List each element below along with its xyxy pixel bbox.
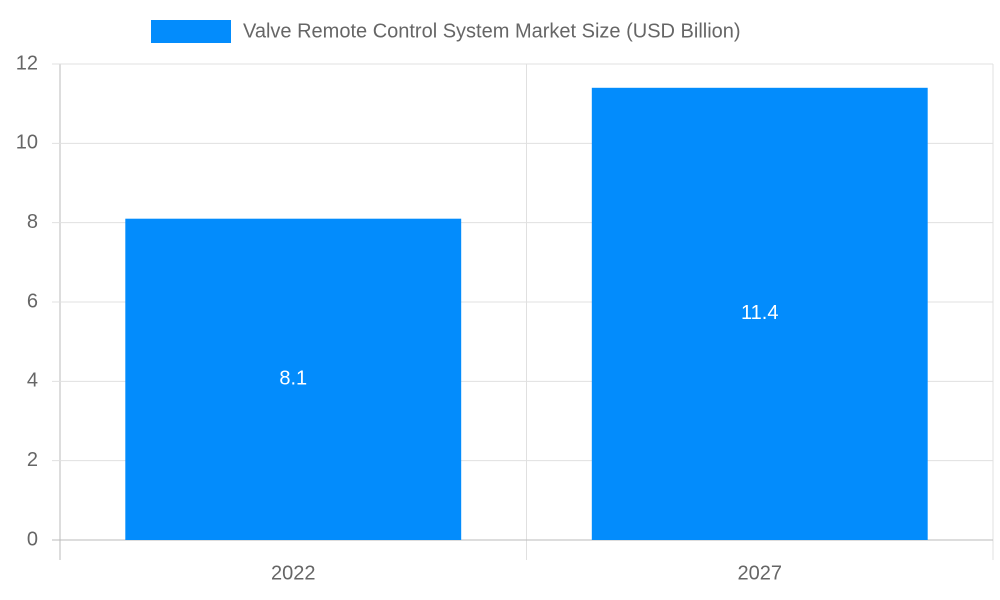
y-tick-label: 4	[27, 370, 38, 392]
x-tick-label: 2027	[738, 562, 783, 584]
y-tick-label: 2	[27, 449, 38, 471]
data-label: 11.4	[741, 302, 778, 324]
legend-label[interactable]: Valve Remote Control System Market Size …	[243, 20, 741, 42]
x-tick-label: 2022	[271, 562, 316, 584]
legend-swatch[interactable]	[151, 20, 231, 43]
y-tick-label: 8	[27, 211, 38, 233]
y-tick-label: 12	[16, 52, 38, 74]
data-label: 8.1	[279, 368, 307, 390]
bar	[591, 87, 928, 541]
bar	[125, 218, 462, 540]
y-tick-label: 0	[27, 528, 38, 550]
y-tick-label: 10	[16, 132, 38, 154]
y-tick-label: 6	[27, 290, 38, 312]
